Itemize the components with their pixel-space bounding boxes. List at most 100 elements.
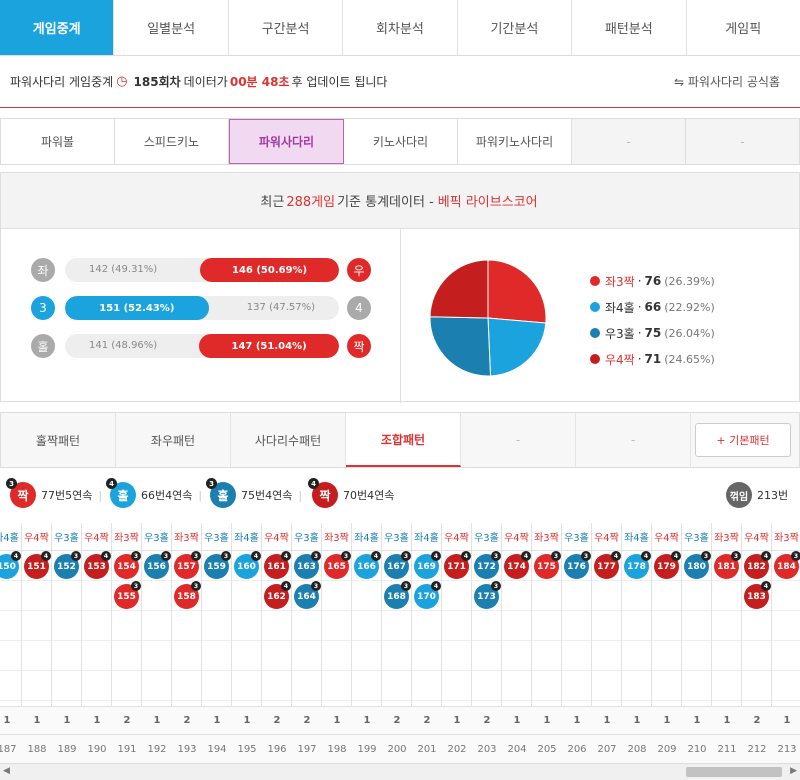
info-suffix: 후 업데이트 됩니다	[291, 75, 388, 89]
legend-item: 좌3짝 · 76 (26.39%)	[590, 268, 715, 294]
pattern-tab-leftright[interactable]: 좌우패턴	[116, 413, 231, 467]
grid-cell	[382, 671, 411, 701]
game-tab-powerladder[interactable]: 파워사다리	[229, 119, 344, 164]
ball-sup: 3	[71, 551, 81, 561]
grid-cell	[562, 641, 591, 671]
grid-cell	[82, 641, 111, 671]
tab-game-pick[interactable]: 게임픽	[686, 0, 800, 55]
column-header: 우4짝	[652, 523, 681, 551]
column-header: 좌3짝	[532, 523, 561, 551]
grid-cell: 184 3	[772, 551, 800, 581]
column-round: 207	[592, 734, 622, 763]
stats-head-brand: 베픽 라이브스코어	[437, 195, 538, 210]
stat-track: 151 (52.43%) 137 (47.57%)	[65, 296, 339, 320]
info-mid: 데이터가	[183, 75, 228, 89]
pattern-tab-oddeven[interactable]: 홀짝패턴	[1, 413, 116, 467]
column-count: 1	[82, 706, 112, 734]
column-count: 1	[52, 706, 82, 734]
grid-cell	[352, 611, 381, 641]
grid-cell	[262, 641, 291, 671]
scroll-left-icon[interactable]: ◀	[3, 766, 10, 776]
grid-cell	[652, 581, 681, 611]
official-home-link[interactable]: ⇋ 파워사다리 공식홈	[674, 73, 780, 90]
legend-count: 76	[644, 274, 662, 288]
legend-dot-icon	[590, 354, 600, 364]
column-count: 1	[502, 706, 532, 734]
stat-left-fill: 151 (52.43%)	[65, 296, 209, 320]
pattern-ball: 164 3	[294, 581, 321, 609]
grid-cell	[292, 671, 321, 701]
combo-pie-chart	[429, 259, 547, 377]
column-round: 191	[112, 734, 142, 763]
scroll-right-icon[interactable]: ▶	[790, 766, 797, 776]
grid-cell	[322, 671, 351, 701]
pattern-column: 좌4홀 178 4	[622, 523, 652, 763]
grid-cell	[292, 611, 321, 641]
ball-sup: 4	[521, 551, 531, 561]
tab-round-analysis[interactable]: 회차분석	[343, 0, 458, 55]
scroll-thumb[interactable]	[686, 767, 782, 777]
grid-cell	[82, 611, 111, 641]
ball-sup: 4	[461, 551, 471, 561]
game-tab-powerball[interactable]: 파워볼	[1, 119, 115, 164]
pie-slice	[429, 259, 489, 319]
grid-cell	[682, 611, 711, 641]
column-header: 우4짝	[82, 523, 111, 551]
pattern-tab-combo[interactable]: 조합패턴	[346, 413, 461, 467]
game-tab-speedkeno[interactable]: 스피드키노	[115, 119, 229, 164]
grid-cell	[352, 671, 381, 701]
column-header: 우4짝	[262, 523, 291, 551]
horizontal-scrollbar[interactable]: ◀ ▶	[0, 763, 800, 780]
column-count: 1	[232, 706, 262, 734]
ball-sup: 3	[221, 551, 231, 561]
column-header: 우3홀	[472, 523, 501, 551]
grid-cell	[0, 611, 21, 641]
tab-daily-analysis[interactable]: 일별분석	[114, 0, 229, 55]
grid-cell: 178 4	[622, 551, 651, 581]
grid-cell: 167 3	[382, 551, 411, 581]
grid-cell	[472, 671, 501, 701]
tab-pattern-analysis[interactable]: 패턴분석	[572, 0, 687, 55]
grid-cell	[292, 641, 321, 671]
column-round: 209	[652, 734, 682, 763]
pattern-ball: 157 3	[174, 551, 201, 579]
column-count: 1	[322, 706, 352, 734]
tab-range-analysis[interactable]: 구간분석	[228, 0, 344, 55]
pattern-ball: 171 4	[444, 551, 471, 579]
pattern-column: 좌4홀 166 4	[352, 523, 382, 763]
grid-cell: 154 3	[112, 551, 141, 581]
game-tab-kenoladder[interactable]: 키노사다리	[344, 119, 458, 164]
grid-cell: 158 3	[172, 581, 201, 611]
tab-period-analysis[interactable]: 기간분석	[457, 0, 573, 55]
grid-cell	[622, 671, 651, 701]
game-tab-powerkenoladder[interactable]: 파워키노사다리	[458, 119, 572, 164]
grid-cell	[652, 611, 681, 641]
ball-sup: 4	[761, 551, 771, 561]
column-count: 1	[442, 706, 472, 734]
pie-slice	[487, 317, 547, 377]
grid-cell: 166 4	[352, 551, 381, 581]
column-count: 2	[382, 706, 412, 734]
stat-track: 141 (48.96%) 147 (51.04%)	[65, 334, 339, 358]
grid-cell: 173 3	[472, 581, 501, 611]
grid-cell	[172, 671, 201, 701]
basic-pattern-button[interactable]: + 기본패턴	[695, 423, 791, 457]
pattern-column: 좌4홀 169 4 170 4	[412, 523, 442, 763]
pattern-column: 우3홀 159 3	[202, 523, 232, 763]
pattern-ball: 155 3	[114, 581, 141, 609]
grid-cell: 176 3	[562, 551, 591, 581]
pattern-column: 우3홀 163 3 164 3	[292, 523, 322, 763]
streak-text: 75번4연속	[241, 489, 293, 502]
pattern-tab-laddercount[interactable]: 사다리수패턴	[231, 413, 346, 467]
tab-game-live[interactable]: 게임중계	[0, 0, 115, 55]
ball-sup: 4	[671, 551, 681, 561]
grid-cell: 150 4	[0, 551, 21, 581]
column-header: 좌3짝	[772, 523, 800, 551]
grid-cell	[22, 641, 51, 671]
ball-sup: 4	[281, 581, 291, 591]
grid-cell	[142, 581, 171, 611]
info-time: 00분 48초	[229, 75, 290, 89]
column-round: 202	[442, 734, 472, 763]
stat-right-fill: 146 (50.69%)	[200, 258, 339, 282]
grid-cell	[22, 581, 51, 611]
